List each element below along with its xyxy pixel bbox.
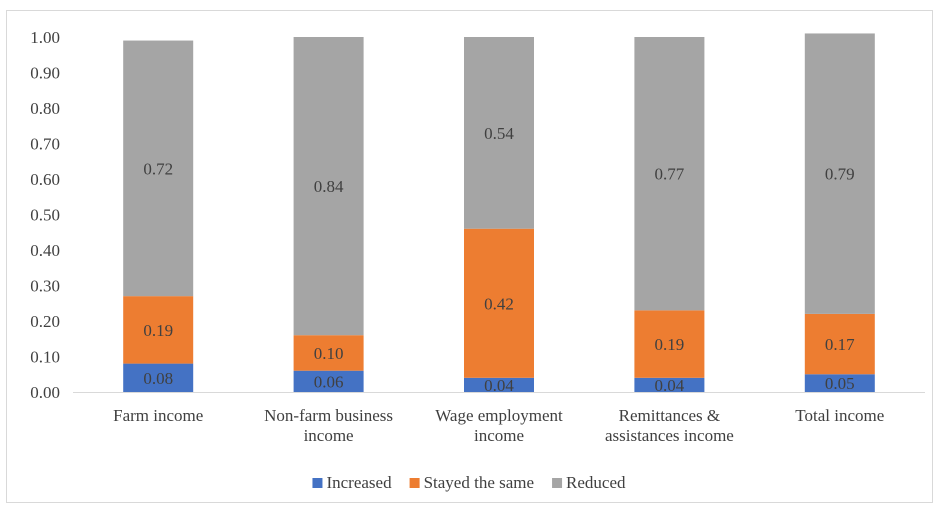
legend-label: Increased bbox=[326, 473, 392, 492]
data-label: 0.04 bbox=[655, 376, 685, 395]
bar-segment bbox=[634, 37, 705, 311]
bar-segment bbox=[464, 37, 534, 229]
legend-swatch bbox=[409, 478, 420, 488]
legend-label: Stayed the same bbox=[424, 473, 534, 492]
data-label: 0.04 bbox=[484, 376, 514, 395]
data-label: 0.06 bbox=[314, 372, 344, 391]
bar-segment bbox=[293, 335, 364, 371]
bar-segment bbox=[464, 377, 534, 392]
category-label: income bbox=[304, 426, 354, 445]
bar-segment bbox=[464, 228, 534, 378]
bar-segment bbox=[123, 296, 194, 364]
category-label: Total income bbox=[795, 406, 884, 425]
y-tick-label: 0.30 bbox=[30, 277, 60, 296]
legend-label: Reduced bbox=[566, 473, 626, 492]
data-label: 0.05 bbox=[825, 374, 855, 393]
legend-swatch bbox=[312, 478, 323, 488]
y-tick-label: 1.00 bbox=[30, 28, 60, 47]
data-label: 0.72 bbox=[143, 159, 173, 178]
data-label: 0.17 bbox=[825, 335, 855, 354]
y-tick-label: 0.40 bbox=[30, 241, 60, 260]
category-label: assistances income bbox=[605, 426, 734, 445]
data-label: 0.77 bbox=[655, 165, 685, 184]
y-tick-label: 0.20 bbox=[30, 312, 60, 331]
category-label: Non-farm business bbox=[264, 406, 393, 425]
bar-segment bbox=[123, 40, 194, 297]
data-label: 0.19 bbox=[655, 335, 685, 354]
bar-segment bbox=[634, 377, 705, 392]
y-tick-label: 0.00 bbox=[30, 383, 60, 402]
bar-segment bbox=[804, 313, 875, 375]
bar-segment bbox=[634, 310, 705, 378]
legend-swatch bbox=[552, 478, 563, 488]
data-label: 0.19 bbox=[143, 321, 173, 340]
y-tick-label: 0.80 bbox=[30, 99, 60, 118]
data-label: 0.79 bbox=[825, 165, 855, 184]
y-tick-label: 0.10 bbox=[30, 348, 60, 367]
data-label: 0.42 bbox=[484, 294, 514, 313]
category-label: income bbox=[474, 426, 524, 445]
bar-segment bbox=[293, 370, 364, 392]
category-label: Remittances & bbox=[619, 406, 721, 425]
data-label: 0.84 bbox=[314, 177, 344, 196]
bar-segment bbox=[804, 374, 875, 392]
data-label: 0.08 bbox=[143, 369, 173, 388]
data-label: 0.10 bbox=[314, 344, 344, 363]
bar-segment bbox=[804, 33, 875, 314]
bar-segment bbox=[293, 37, 364, 336]
bar-segment bbox=[123, 363, 194, 392]
category-label: Farm income bbox=[113, 406, 203, 425]
data-label: 0.54 bbox=[484, 124, 514, 143]
y-tick-label: 0.70 bbox=[30, 135, 60, 154]
category-label: Wage employment bbox=[435, 406, 563, 425]
y-tick-label: 0.60 bbox=[30, 170, 60, 189]
y-tick-label: 0.50 bbox=[30, 206, 60, 225]
y-tick-label: 0.90 bbox=[30, 64, 60, 83]
